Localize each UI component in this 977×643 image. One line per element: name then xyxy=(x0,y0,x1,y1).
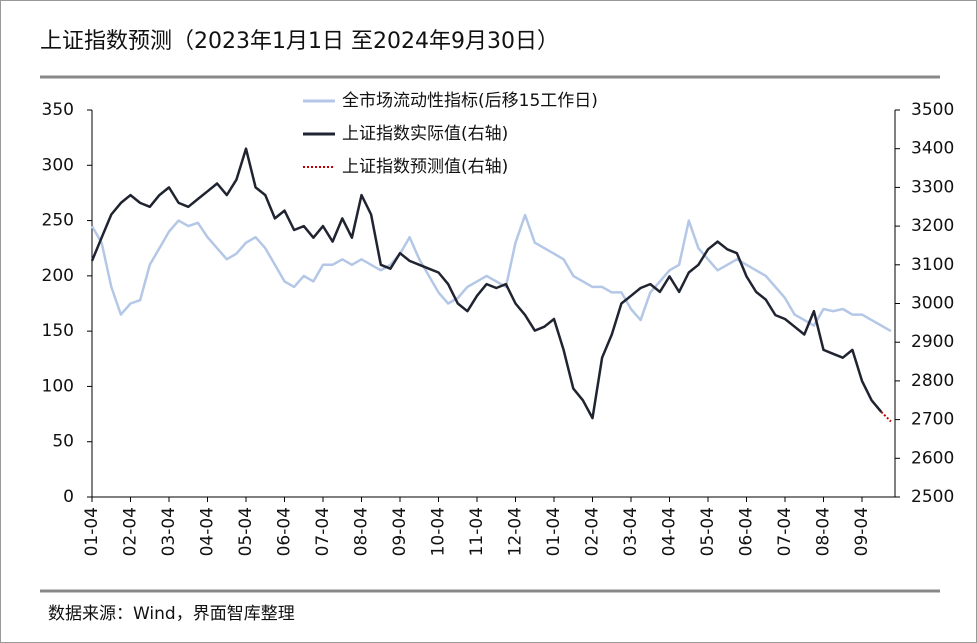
legend-label: 全市场流动性指标(后移15工作日) xyxy=(342,91,598,111)
legend-label: 上证指数实际值(右轴) xyxy=(342,124,508,144)
x-tick-label: 04-04 xyxy=(660,507,680,556)
y2-tick-label: 3400 xyxy=(911,139,954,159)
x-tick-label: 07-04 xyxy=(313,507,333,556)
y-tick-label: 100 xyxy=(42,376,74,396)
x-tick-label: 03-04 xyxy=(621,507,641,556)
y2-tick-label: 2500 xyxy=(911,487,954,507)
x-tick-label: 09-04 xyxy=(852,507,872,556)
y-tick-label: 300 xyxy=(42,155,74,175)
series-line xyxy=(90,147,883,420)
x-tick-label: 12-04 xyxy=(506,507,526,556)
x-tick-label: 05-04 xyxy=(236,507,256,556)
series-line xyxy=(90,213,892,333)
x-tick-label: 04-04 xyxy=(198,507,218,556)
y2-tick-label: 3300 xyxy=(911,177,954,197)
y2-tick-label: 3200 xyxy=(911,216,954,236)
y-tick-label: 150 xyxy=(42,321,74,341)
y2-tick-label: 3500 xyxy=(911,100,954,120)
x-tick-label: 02-04 xyxy=(121,507,141,556)
x-tick-label: 08-04 xyxy=(814,507,834,556)
y2-tick-label: 2700 xyxy=(911,410,954,430)
x-tick-label: 06-04 xyxy=(275,507,295,556)
y2-tick-label: 2600 xyxy=(911,448,954,468)
y2-tick-label: 2900 xyxy=(911,332,954,352)
x-tick-label: 09-04 xyxy=(390,507,410,556)
y2-tick-label: 2800 xyxy=(911,371,954,391)
x-tick-label: 11-04 xyxy=(467,507,487,556)
x-tick-label: 01-04 xyxy=(544,507,564,556)
x-tick-label: 05-04 xyxy=(698,507,718,556)
x-tick-label: 02-04 xyxy=(583,507,603,556)
x-tick-label: 07-04 xyxy=(775,507,795,556)
x-tick-label: 06-04 xyxy=(737,507,757,556)
y-tick-label: 0 xyxy=(63,487,74,507)
y-tick-label: 200 xyxy=(42,266,74,286)
y-tick-label: 50 xyxy=(52,432,74,452)
source-note: 数据来源：Wind，界面智库整理 xyxy=(48,604,295,624)
x-tick-label: 03-04 xyxy=(159,507,179,556)
chart-title: 上证指数预测（2023年1月1日 至2024年9月30日） xyxy=(40,29,559,54)
y-tick-label: 350 xyxy=(42,100,74,120)
x-tick-label: 08-04 xyxy=(352,507,372,556)
x-tick-label: 01-04 xyxy=(82,507,102,556)
legend-label: 上证指数预测值(右轴) xyxy=(342,157,508,177)
y2-tick-label: 3100 xyxy=(911,255,954,275)
y2-tick-label: 3000 xyxy=(911,294,954,314)
x-tick-label: 10-04 xyxy=(429,507,449,556)
y-tick-label: 250 xyxy=(42,211,74,231)
